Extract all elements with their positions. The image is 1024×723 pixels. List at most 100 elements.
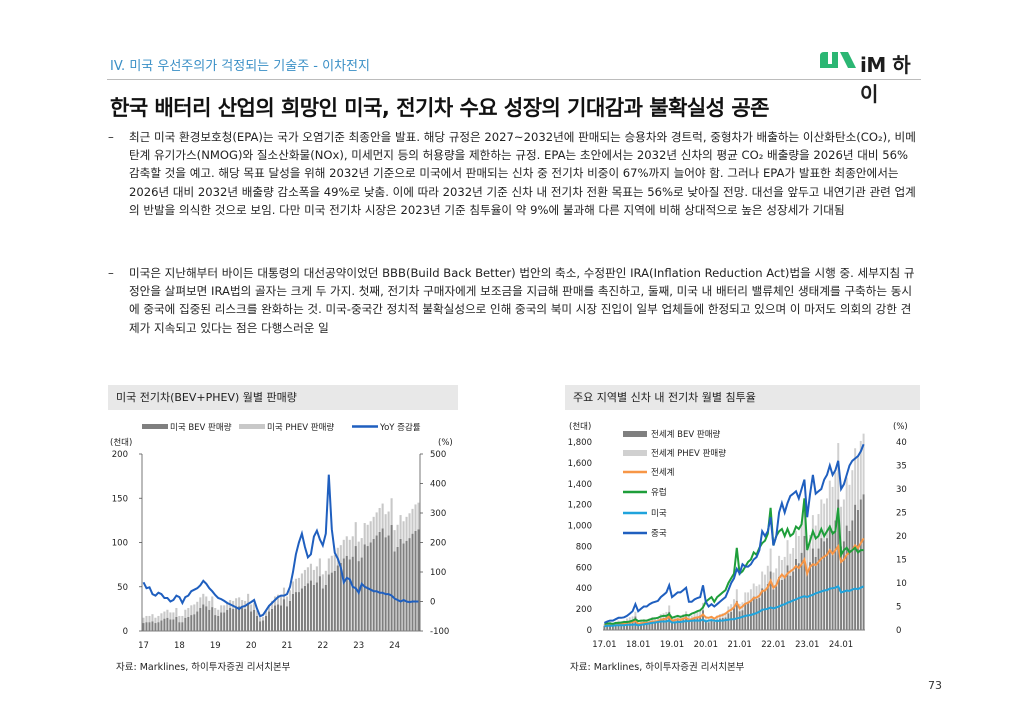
x-tick-label: 17.01	[592, 640, 616, 650]
bar-bev	[405, 540, 408, 631]
bar-bev	[704, 620, 707, 630]
bar-bev	[741, 610, 744, 630]
bar-phev	[339, 545, 342, 563]
logo-mark-icon	[820, 52, 856, 68]
bar-bev	[270, 608, 274, 631]
ev-penetration-chart: (천대) (%) 전세계 BEV 판매량 전세계 PHEV 판매량 전세계 유럽…	[568, 421, 908, 650]
bar-phev	[253, 602, 256, 610]
y2-axis-unit: (%)	[893, 422, 908, 432]
bar-phev	[148, 615, 151, 623]
bar-bev	[730, 611, 733, 630]
bar-phev	[378, 507, 381, 532]
bar-phev	[854, 448, 857, 505]
bar-bev	[148, 622, 151, 631]
bar-phev	[772, 572, 775, 590]
legend-label-europe: 유럽	[651, 488, 667, 498]
bar-bev	[769, 571, 772, 630]
x-tick-label: 24	[389, 641, 400, 651]
x-tick-label: 19	[210, 641, 221, 651]
legend-label-bev: 전세계 BEV 판매량	[651, 429, 721, 440]
bar-phev	[250, 604, 253, 612]
bar-bev	[297, 592, 300, 631]
bar-phev	[402, 521, 405, 544]
bar-phev	[693, 612, 696, 618]
bar-bev	[399, 538, 402, 631]
bar-phev	[783, 556, 786, 578]
bar-phev	[226, 601, 229, 610]
bar-phev	[840, 506, 843, 547]
bar-phev	[764, 574, 766, 591]
legend-label-world: 전세계	[651, 467, 674, 478]
x-tick-label: 18	[174, 641, 185, 651]
y-tick-label: 100	[112, 539, 128, 549]
bar-phev	[366, 524, 369, 547]
bar-phev	[354, 522, 357, 547]
bar-phev	[175, 607, 178, 617]
bar-bev	[256, 615, 259, 631]
line-us	[604, 584, 865, 628]
bar-bev	[738, 611, 741, 630]
bar-bev	[288, 600, 292, 631]
y2-tick-label: -100	[430, 627, 449, 637]
bar-phev	[390, 498, 393, 525]
x-tick-label: 20	[246, 641, 257, 651]
bar-bev	[187, 616, 190, 631]
bar-phev	[306, 567, 309, 584]
bar-bev	[303, 585, 306, 631]
bar-phev	[789, 553, 792, 576]
bar-bev	[184, 617, 187, 631]
bar-phev	[363, 523, 366, 545]
bar-phev	[690, 615, 693, 620]
bar-phev	[417, 502, 420, 530]
bar-bev	[339, 562, 342, 631]
bar-bev	[390, 524, 393, 631]
bar-phev	[628, 617, 631, 621]
bar-bev	[253, 609, 256, 631]
x-tick-label: 23	[353, 641, 364, 651]
bar-bev	[856, 509, 859, 630]
paragraph-epa: – 최근 미국 환경보호청(EPA)는 국가 오염기준 최종안을 발표. 해당 …	[108, 128, 920, 219]
bar-bev	[336, 565, 339, 631]
bar-phev	[744, 592, 747, 603]
y2-tick-label: 500	[430, 450, 446, 460]
bar-bev	[384, 537, 387, 631]
bar-bev	[645, 622, 648, 630]
bar-phev	[351, 536, 354, 557]
bar-bev	[229, 607, 232, 631]
bar-phev	[405, 516, 408, 541]
bar-bev	[169, 619, 172, 631]
bar-phev	[315, 566, 318, 583]
bar-bev	[837, 499, 840, 630]
bar-phev	[396, 524, 399, 547]
bar-bev	[378, 531, 381, 631]
bar-bev	[238, 606, 241, 631]
bar-bev	[659, 618, 662, 630]
legend-swatch-bev	[142, 424, 168, 429]
bar-bev	[862, 494, 865, 630]
bar-phev	[817, 514, 820, 549]
bar-phev	[851, 470, 854, 521]
bar-bev	[707, 622, 710, 630]
bar-bev	[214, 615, 217, 631]
bar-phev	[184, 609, 187, 618]
bar-phev	[752, 583, 755, 597]
bar-phev	[178, 615, 181, 623]
bar-bev	[625, 621, 628, 630]
left-chart-source: 자료: Marklines, 하이투자증권 리서치본부	[116, 662, 291, 673]
bar-bev	[662, 617, 665, 630]
bar-phev	[256, 610, 259, 616]
y-tick-label: 800	[576, 542, 592, 552]
bar-bev	[766, 584, 769, 630]
bar-phev	[831, 486, 834, 531]
bar-phev	[749, 589, 752, 601]
bar-bev	[154, 623, 157, 631]
bar-phev	[685, 611, 688, 617]
bar-phev	[303, 569, 306, 586]
bar-bev	[181, 622, 184, 631]
bar-phev	[654, 617, 657, 622]
bar-bev	[250, 611, 253, 631]
bar-bev	[656, 620, 659, 630]
y2-tick-label: 25	[896, 509, 907, 519]
bar-bev	[603, 625, 606, 630]
line-europe	[604, 498, 864, 625]
